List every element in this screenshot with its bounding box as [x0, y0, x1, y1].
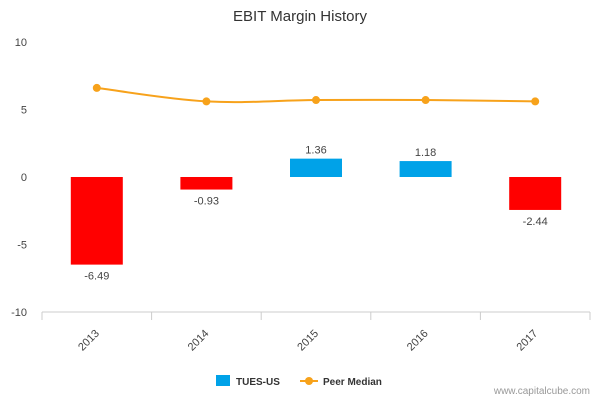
peer-median-point-2015[interactable]	[312, 96, 320, 105]
x-tick-label: 2016	[405, 328, 431, 354]
bar-data-label: 1.18	[415, 147, 436, 159]
x-tick-label: 2017	[515, 328, 541, 354]
bar-data-label: -6.49	[84, 271, 109, 283]
peer-median-point-2013[interactable]	[92, 83, 101, 92]
credit-text: www.capitalcube.com	[493, 386, 590, 397]
bar-data-label: -0.93	[194, 196, 219, 208]
x-tick-label: 2013	[76, 328, 102, 354]
legend-label-peer-median[interactable]: Peer Median	[323, 377, 382, 388]
x-axis: 2013 2014 2015 2016 2017	[41, 311, 591, 354]
y-tick-label: 10	[15, 37, 27, 49]
peer-median-point-2014[interactable]	[202, 97, 211, 106]
y-tick-label: -5	[17, 240, 27, 252]
legend-swatch-peer-median-marker[interactable]	[305, 377, 313, 385]
y-tick-label: -10	[11, 307, 27, 319]
bar-data-label: -2.44	[523, 216, 548, 228]
legend[interactable]: TUES-US Peer Median	[216, 375, 382, 388]
x-tick-label: 2015	[295, 328, 321, 354]
legend-swatch-tues-us[interactable]	[216, 375, 230, 386]
legend-label-tues-us[interactable]: TUES-US	[236, 377, 280, 388]
chart-title: EBIT Margin History	[233, 8, 367, 25]
bar-series	[70, 158, 562, 265]
bar-2013[interactable]	[70, 177, 123, 265]
peer-median-point-2016[interactable]	[421, 96, 430, 105]
bar-2014[interactable]	[180, 177, 233, 190]
bar-data-label: 1.36	[305, 145, 326, 157]
peer-median-point-2017[interactable]	[531, 97, 540, 106]
x-tick-label: 2014	[186, 328, 212, 354]
bar-2017[interactable]	[509, 177, 562, 210]
y-tick-label: 0	[21, 172, 27, 184]
line-series	[92, 83, 540, 106]
bar-data-labels: -6.49 -0.93 1.36 1.18 -2.44	[84, 145, 547, 283]
y-tick-label: 5	[21, 105, 27, 117]
bar-2016[interactable]	[399, 161, 452, 177]
y-axis: 10 5 0 -5 -10	[11, 37, 27, 319]
bar-2015[interactable]	[290, 158, 342, 177]
